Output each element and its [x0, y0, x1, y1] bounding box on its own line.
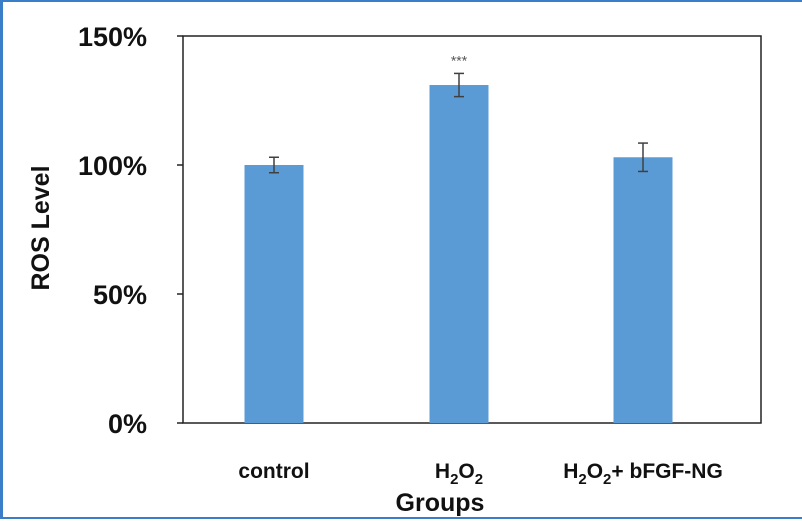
x-tick-label: H2O2: [435, 460, 483, 488]
error-bar: [269, 156, 279, 174]
x-tick-label: control: [238, 460, 309, 483]
annotations-group: ***: [451, 52, 468, 68]
y-tick-label: 100%: [78, 151, 147, 181]
bars-group: [244, 85, 673, 424]
error-bars-group: [269, 72, 648, 174]
x-axis-ticks: control H2O2 H2O2+ bFGF-NG: [238, 460, 722, 488]
y-tick-label: 150%: [78, 22, 147, 52]
bar: [429, 85, 489, 424]
y-tick-label: 0%: [108, 409, 147, 439]
y-axis-title: ROS Level: [27, 165, 55, 290]
error-bar: [454, 72, 464, 98]
y-axis-ticks: 0% 50% 100% 150%: [78, 22, 183, 439]
bar: [244, 165, 304, 423]
y-tick-label: 50%: [93, 280, 147, 310]
bar: [613, 157, 673, 423]
error-bar: [638, 142, 648, 173]
significance-annotation: ***: [451, 52, 468, 68]
bar-chart: 0% 50% 100% 150% control H2O2 H2O2+ bFGF-NG *…: [27, 22, 762, 517]
x-tick-label: H2O2+ bFGF-NG: [563, 460, 723, 488]
x-axis-title: Groups: [396, 489, 485, 517]
